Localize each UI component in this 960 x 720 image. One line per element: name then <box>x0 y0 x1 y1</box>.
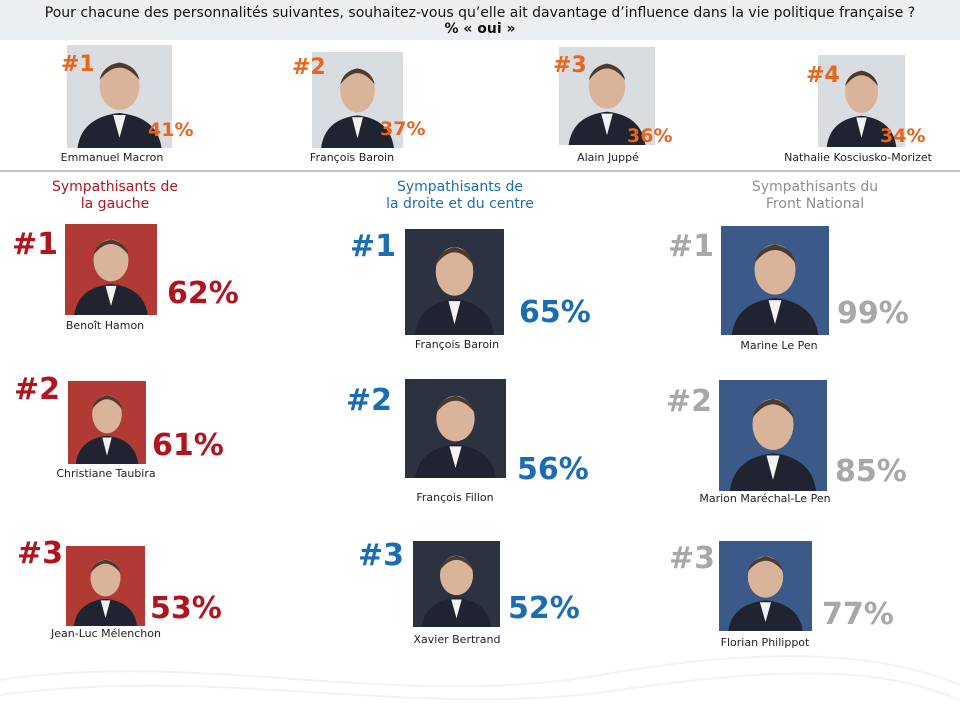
percent-value: 61% <box>152 428 224 463</box>
person-name: François Baroin <box>414 338 500 351</box>
person-name: François Baroin <box>309 151 395 164</box>
percent-value: 77% <box>822 597 894 632</box>
group-title-droite-line1: Sympathisants de <box>396 179 523 195</box>
group-title-fn-line1: Sympathisants du <box>751 179 879 195</box>
person-name: Marine Le Pen <box>740 339 818 352</box>
survey-question: Pour chacune des personnalités suivantes… <box>44 5 916 21</box>
person-name: Alain Juppé <box>577 151 639 164</box>
group-title-fn-line2: Front National <box>765 196 865 212</box>
percent-value: 36% <box>627 125 673 147</box>
header-band <box>0 0 960 40</box>
person-name: Emmanuel Macron <box>60 151 164 164</box>
rank-label: #1 <box>350 229 397 264</box>
photo-marine-le-pen <box>721 226 829 335</box>
photo-francois-baroin <box>405 229 504 335</box>
person-name: Christiane Taubira <box>56 467 156 480</box>
photo-alain-juppe <box>559 47 655 145</box>
person-name: Nathalie Kosciusko-Morizet <box>784 151 932 164</box>
rank-label: #2 <box>14 372 61 407</box>
rank-label: #4 <box>806 63 840 88</box>
rank-label: #2 <box>346 383 393 418</box>
section-divider <box>0 170 960 172</box>
percent-value: 52% <box>508 591 580 626</box>
percent-value: 65% <box>519 295 591 330</box>
person-name: Marion Maréchal-Le Pen <box>699 492 831 505</box>
group-title-droite: Sympathisants de la droite et du centre <box>360 179 560 213</box>
percent-value: 34% <box>880 125 926 147</box>
group-title-gauche: Sympathisants de la gauche <box>30 179 200 213</box>
rank-label: #1 <box>12 227 59 262</box>
rank-label: #2 <box>666 384 713 419</box>
group-title-gauche-line2: la gauche <box>80 196 150 212</box>
photo-emmanuel-macron <box>67 45 172 148</box>
photo-xavier-bertrand <box>413 541 500 627</box>
person-name: François Fillon <box>416 491 494 504</box>
percent-value: 85% <box>835 454 907 489</box>
group-title-gauche-line1: Sympathisants de <box>51 179 178 195</box>
rank-label: #3 <box>358 538 405 573</box>
rank-label: #1 <box>61 52 95 77</box>
survey-subtitle: % « oui » <box>444 21 516 37</box>
person-name: Xavier Bertrand <box>413 633 501 646</box>
photo-nathalie-kosciusko-morizet <box>818 55 905 147</box>
percent-value: 37% <box>380 118 426 140</box>
percent-value: 53% <box>150 591 222 626</box>
photo-christiane-taubira <box>68 381 146 464</box>
photo-florian-philippot <box>719 541 812 631</box>
rank-label: #3 <box>669 541 716 576</box>
rank-label: #3 <box>17 536 64 571</box>
photo-francois-baroin <box>312 52 403 148</box>
person-name: Jean-Luc Mélenchon <box>51 627 161 640</box>
photo-jean-luc-melenchon <box>66 546 145 626</box>
person-name: Benoît Hamon <box>65 319 145 332</box>
photo-francois-fillon <box>405 379 506 478</box>
rank-label: #2 <box>292 55 326 80</box>
group-title-fn: Sympathisants du Front National <box>735 179 895 213</box>
rank-label: #3 <box>553 53 587 78</box>
rank-label: #1 <box>668 229 715 264</box>
percent-value: 41% <box>148 119 194 141</box>
watermark-logo <box>0 655 960 701</box>
person-name: Florian Philippot <box>720 636 810 649</box>
photo-marion-marechal-le-pen <box>719 380 827 491</box>
photo-benoit-hamon <box>65 224 157 315</box>
percent-value: 99% <box>837 296 909 331</box>
percent-value: 62% <box>167 276 239 311</box>
percent-value: 56% <box>517 452 589 487</box>
group-title-droite-line2: la droite et du centre <box>386 196 534 212</box>
